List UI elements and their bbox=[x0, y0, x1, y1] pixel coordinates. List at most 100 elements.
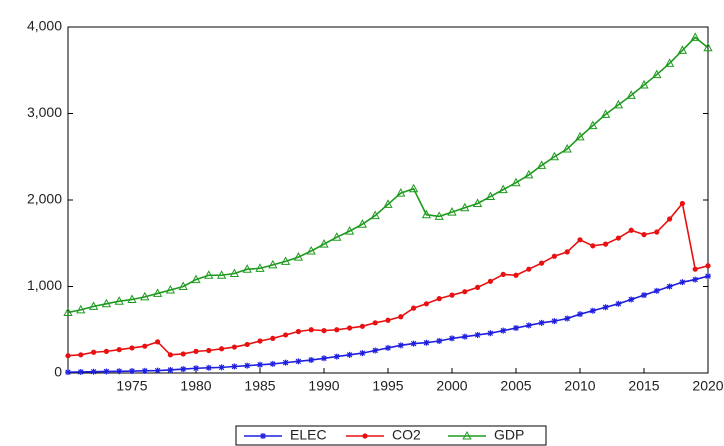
point-marker bbox=[359, 350, 366, 357]
point-marker bbox=[167, 366, 174, 373]
x-tick-label: 2010 bbox=[564, 378, 595, 394]
x-tick-label: 1975 bbox=[116, 378, 147, 394]
legend-label: CO2 bbox=[392, 427, 421, 443]
point-marker bbox=[475, 284, 481, 290]
point-marker bbox=[549, 151, 560, 161]
point-marker bbox=[191, 274, 201, 284]
point-marker bbox=[282, 359, 289, 366]
point-marker bbox=[344, 226, 355, 235]
point-marker bbox=[244, 341, 250, 348]
point-marker bbox=[293, 252, 304, 261]
point-marker bbox=[524, 169, 534, 179]
point-marker bbox=[319, 239, 329, 248]
point-marker bbox=[564, 315, 571, 322]
point-marker bbox=[396, 188, 406, 197]
point-marker bbox=[127, 294, 137, 303]
point-marker bbox=[155, 339, 161, 345]
point-marker bbox=[641, 232, 647, 238]
point-marker bbox=[216, 270, 227, 279]
point-marker bbox=[103, 348, 109, 354]
legend-label: ELEC bbox=[290, 427, 327, 443]
point-marker bbox=[423, 301, 429, 307]
point-marker bbox=[423, 339, 430, 346]
point-marker bbox=[449, 292, 455, 298]
point-marker bbox=[421, 209, 432, 219]
point-marker bbox=[513, 272, 519, 278]
point-marker bbox=[449, 335, 455, 342]
point-marker bbox=[103, 368, 110, 375]
point-marker bbox=[410, 340, 417, 347]
point-marker bbox=[653, 287, 660, 294]
point-marker bbox=[641, 292, 647, 299]
point-marker bbox=[703, 42, 713, 52]
point-marker bbox=[231, 344, 237, 350]
x-tick-label: 1980 bbox=[180, 378, 211, 394]
point-marker bbox=[204, 270, 214, 279]
x-tick-label: 2015 bbox=[628, 378, 659, 394]
point-marker bbox=[280, 256, 291, 265]
point-marker bbox=[334, 327, 340, 333]
point-marker bbox=[129, 368, 135, 375]
point-marker bbox=[321, 328, 327, 334]
point-marker bbox=[193, 365, 199, 372]
point-marker bbox=[485, 191, 496, 201]
point-marker bbox=[460, 202, 470, 212]
point-marker bbox=[461, 333, 468, 340]
point-marker bbox=[538, 319, 545, 326]
point-marker bbox=[562, 143, 572, 153]
point-marker bbox=[346, 351, 353, 358]
point-marker bbox=[359, 323, 365, 329]
point-marker bbox=[116, 368, 123, 375]
point-marker bbox=[295, 358, 302, 365]
point-marker bbox=[398, 314, 404, 320]
point-marker bbox=[411, 305, 417, 311]
point-marker bbox=[613, 99, 624, 109]
point-marker bbox=[306, 245, 316, 255]
point-marker bbox=[408, 183, 419, 193]
point-marker bbox=[357, 219, 368, 228]
point-marker bbox=[487, 330, 494, 337]
point-marker bbox=[436, 296, 442, 302]
point-marker bbox=[370, 210, 380, 220]
point-marker bbox=[385, 344, 391, 351]
point-marker bbox=[705, 263, 711, 269]
legend-marker bbox=[362, 433, 368, 439]
point-marker bbox=[383, 199, 393, 208]
point-marker bbox=[628, 227, 634, 233]
point-marker bbox=[654, 229, 660, 235]
point-marker bbox=[321, 355, 327, 362]
point-marker bbox=[63, 307, 73, 316]
point-marker bbox=[268, 259, 278, 269]
point-marker bbox=[114, 296, 124, 305]
point-marker bbox=[257, 338, 263, 344]
point-marker bbox=[447, 207, 457, 216]
point-marker bbox=[295, 328, 301, 335]
point-marker bbox=[129, 345, 135, 351]
point-marker bbox=[551, 253, 558, 259]
point-marker bbox=[76, 304, 86, 314]
point-marker bbox=[88, 301, 99, 310]
point-marker bbox=[626, 90, 636, 99]
point-marker bbox=[167, 352, 173, 358]
point-marker bbox=[474, 331, 481, 338]
point-marker bbox=[347, 325, 353, 331]
point-marker bbox=[229, 268, 240, 278]
x-tick-label: 1995 bbox=[372, 378, 403, 394]
point-marker bbox=[692, 266, 698, 272]
point-marker bbox=[577, 237, 583, 243]
point-marker bbox=[308, 357, 315, 364]
point-marker bbox=[472, 198, 483, 207]
point-marker bbox=[152, 288, 163, 297]
point-marker bbox=[219, 346, 225, 352]
point-marker bbox=[664, 58, 675, 67]
x-tick-label: 2020 bbox=[692, 378, 723, 394]
point-marker bbox=[536, 160, 547, 169]
point-marker bbox=[178, 281, 188, 290]
point-marker bbox=[231, 363, 238, 370]
y-tick-label: 0 bbox=[54, 364, 62, 380]
point-marker bbox=[218, 364, 225, 371]
point-marker bbox=[244, 362, 251, 369]
series-line bbox=[67, 36, 709, 314]
point-marker bbox=[270, 335, 276, 341]
point-marker bbox=[65, 369, 71, 376]
